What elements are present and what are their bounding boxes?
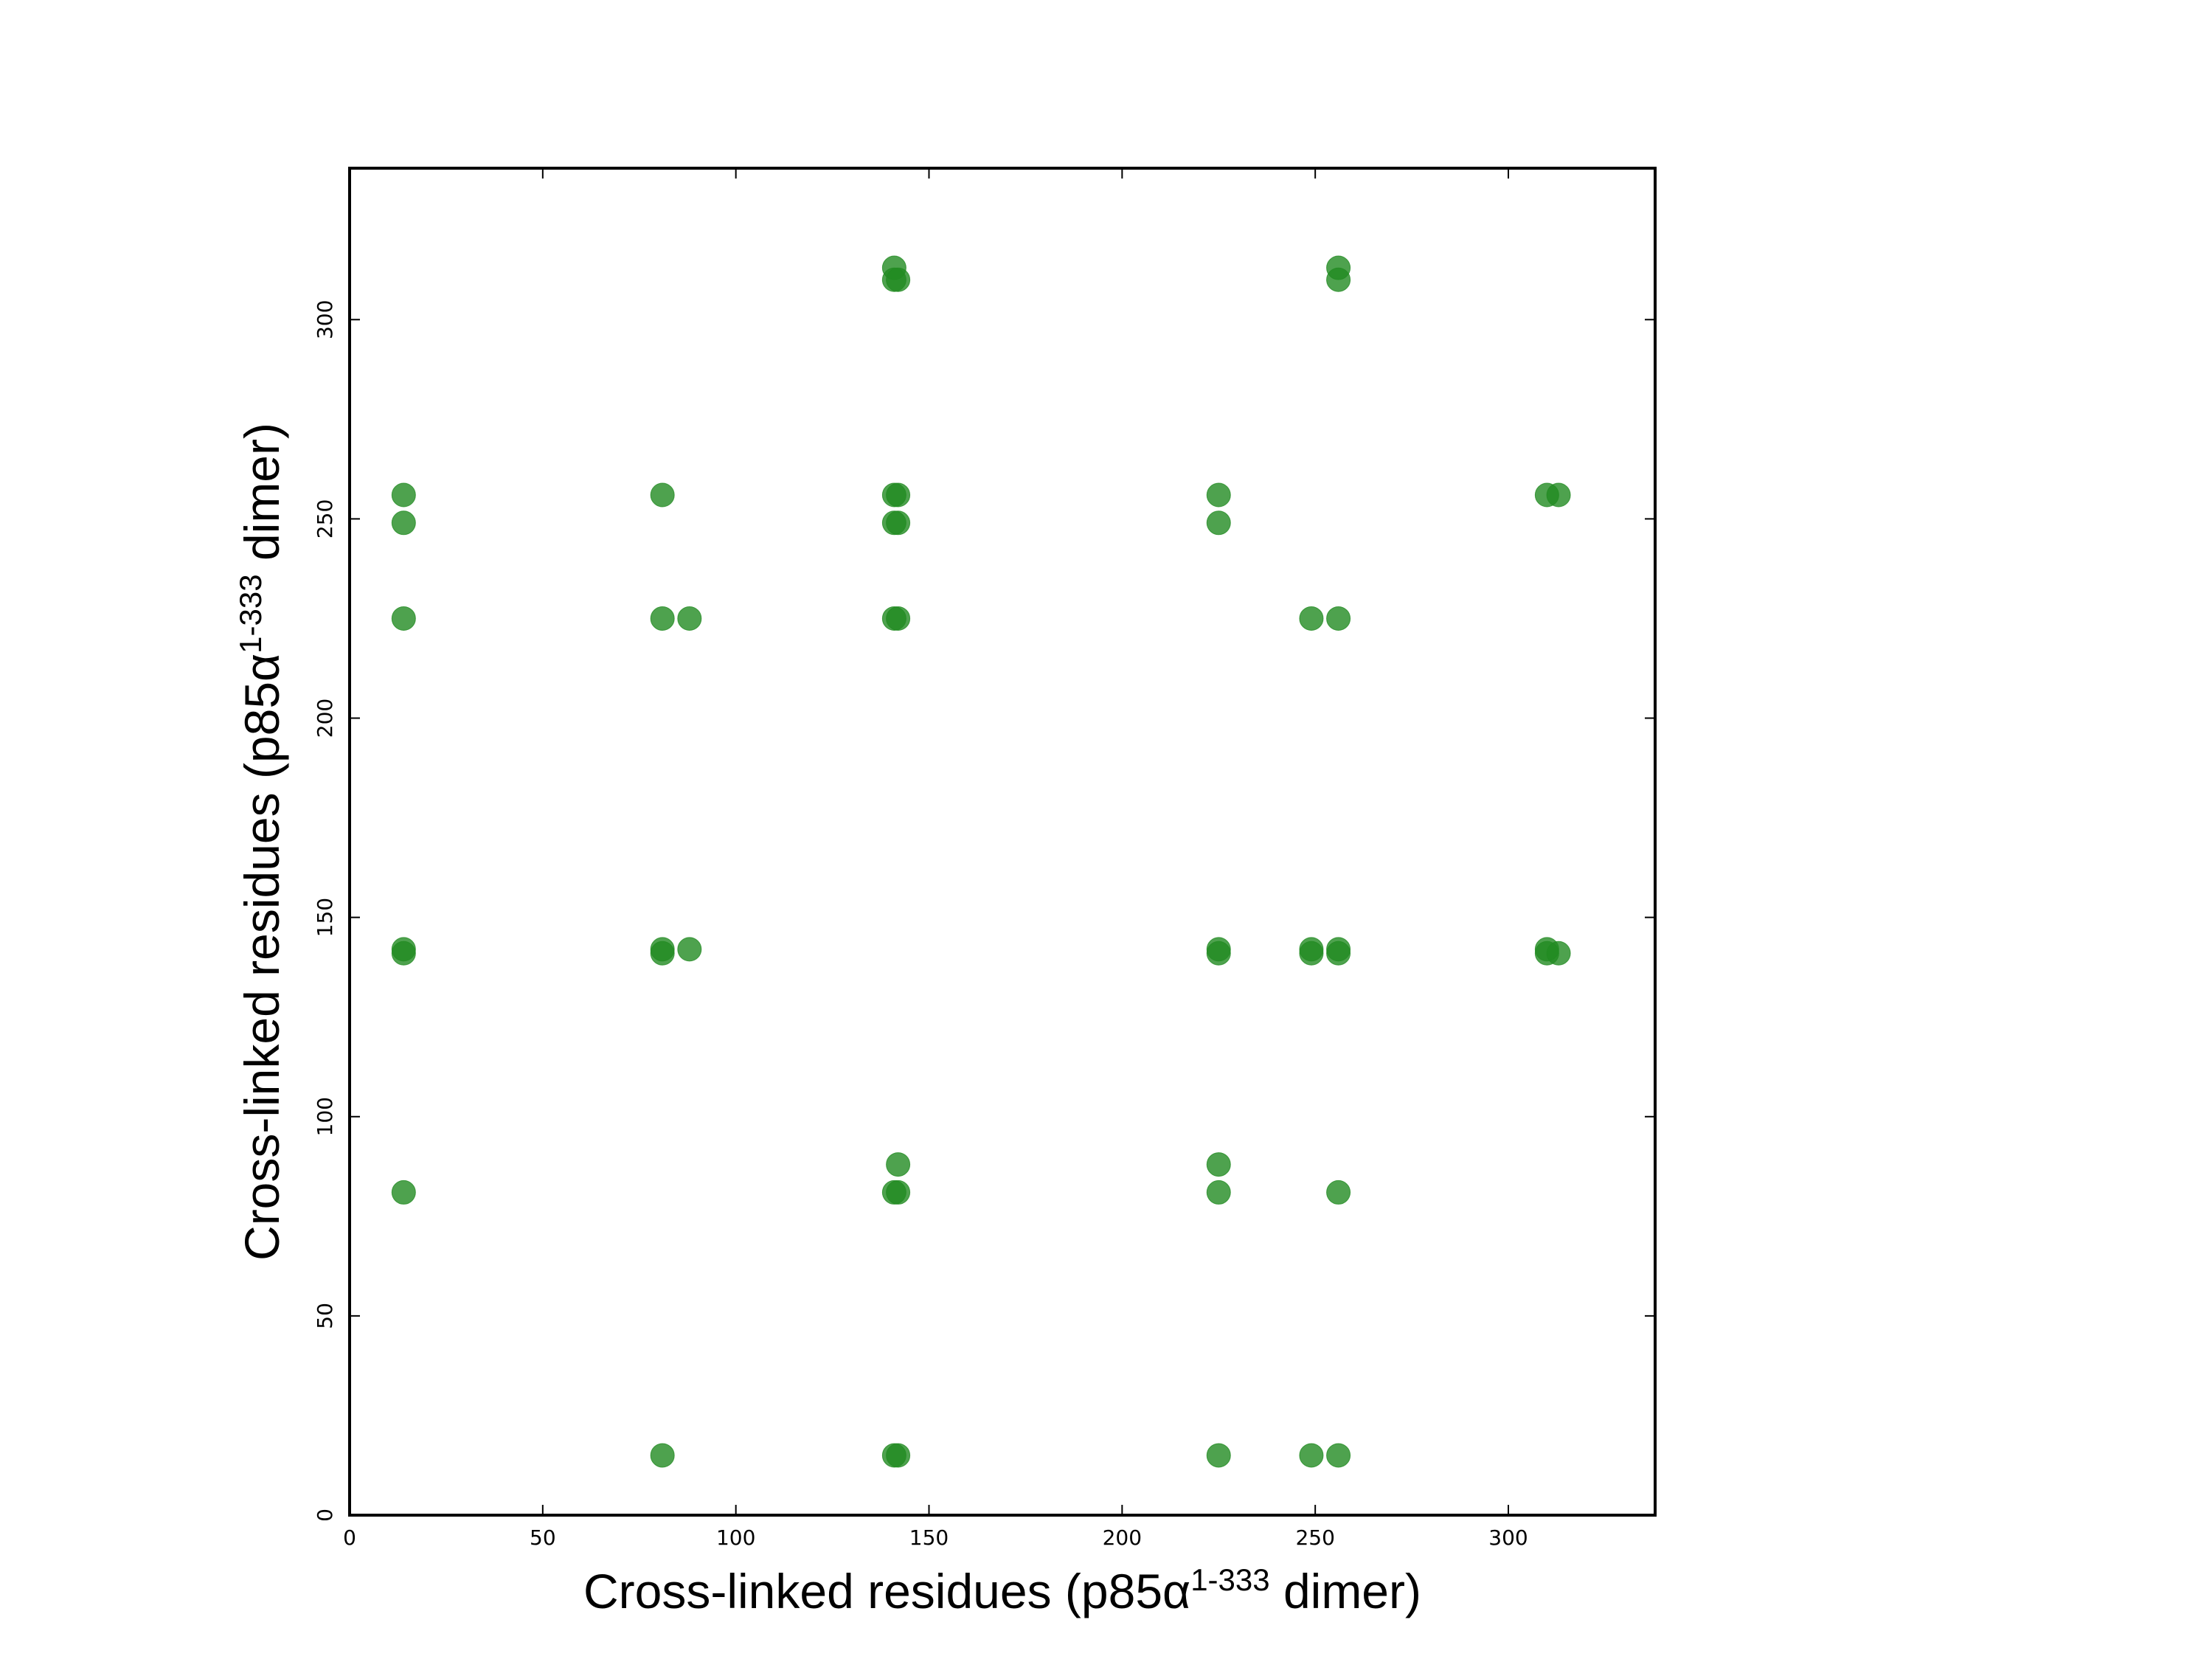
data-point [1206, 482, 1231, 508]
x-tick-label: 200 [1103, 1525, 1142, 1550]
data-point [886, 1152, 911, 1177]
y-tick-label: 100 [313, 1097, 337, 1136]
data-point [1299, 606, 1324, 631]
data-point [1546, 482, 1571, 508]
data-point [886, 1180, 911, 1205]
data-point [1326, 606, 1351, 631]
y-axis-title: Cross-linked residues (p85α1-333 dimer) [233, 423, 289, 1261]
x-axis-title: Cross-linked residues (p85α1-333 dimer) [583, 1562, 1421, 1618]
y-tick-label: 200 [313, 699, 337, 738]
data-point [886, 1443, 911, 1468]
x-tick-label: 50 [530, 1525, 556, 1550]
y-tick-label: 50 [313, 1303, 337, 1329]
data-point [650, 606, 675, 631]
points-layer [391, 255, 1571, 1468]
ticks-layer: 0 50 100 150 200 250 300 0 50 100 150 200 250 300 [313, 168, 1655, 1550]
data-point [1206, 941, 1231, 966]
data-point [1206, 1443, 1231, 1468]
y-tick-label: 250 [313, 499, 337, 538]
data-point [1326, 267, 1351, 292]
y-tick-label: 0 [313, 1509, 337, 1522]
data-point [677, 937, 702, 962]
data-point [886, 482, 911, 508]
data-point [650, 482, 675, 508]
x-tick-label: 250 [1295, 1525, 1334, 1550]
data-point [677, 606, 702, 631]
data-point [1206, 1180, 1231, 1205]
data-point [391, 606, 416, 631]
data-point [886, 606, 911, 631]
data-point [391, 482, 416, 508]
x-tick-label: 300 [1488, 1525, 1528, 1550]
data-point [1326, 1443, 1351, 1468]
y-tick-label: 150 [313, 898, 337, 937]
data-point [391, 510, 416, 536]
data-point [650, 941, 675, 966]
plot-frame [348, 167, 1657, 1517]
data-point [1299, 941, 1324, 966]
x-tick-label: 150 [909, 1525, 949, 1550]
data-point [650, 1443, 675, 1468]
data-point [391, 1180, 416, 1205]
x-tick-label: 0 [343, 1525, 356, 1550]
data-point [886, 510, 911, 536]
data-point [391, 941, 416, 966]
data-point [1326, 1180, 1351, 1205]
data-point [1546, 941, 1571, 966]
data-point [1326, 941, 1351, 966]
data-point [886, 267, 911, 292]
x-tick-label: 100 [716, 1525, 755, 1550]
data-point [1206, 510, 1231, 536]
data-point [1299, 1443, 1324, 1468]
y-tick-label: 300 [313, 300, 337, 339]
data-point [1206, 1152, 1231, 1177]
